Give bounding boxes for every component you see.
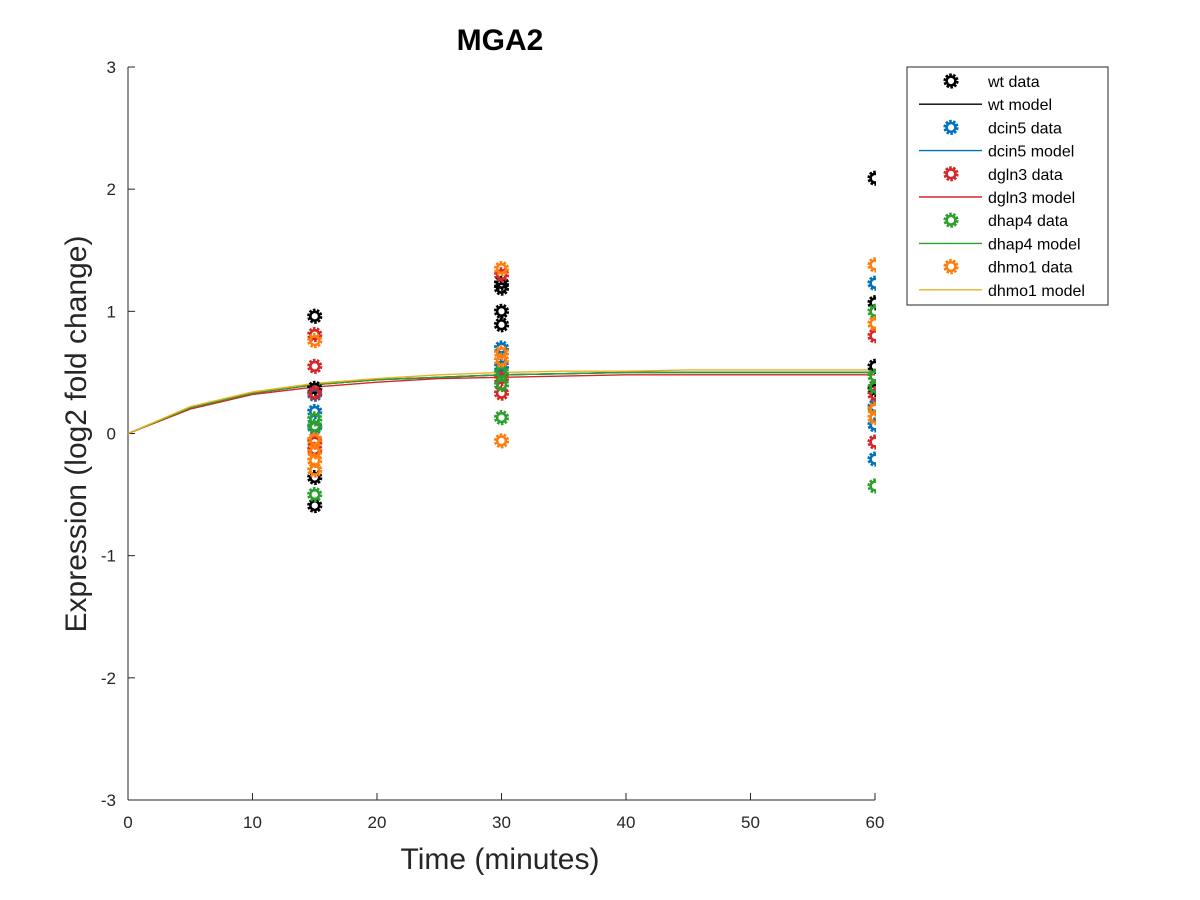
legend-entry: wt data bbox=[943, 73, 1040, 91]
legend-label: dhap4 data bbox=[988, 213, 1068, 230]
x-tick-label: 30 bbox=[492, 813, 511, 832]
data-point bbox=[493, 410, 510, 426]
data-point bbox=[867, 451, 876, 467]
data-point bbox=[867, 478, 876, 494]
data-point bbox=[867, 328, 876, 344]
data-point bbox=[307, 308, 323, 324]
data-point bbox=[307, 385, 323, 401]
x-ticks: 0 10 20 30 40 50 60 bbox=[123, 793, 884, 832]
data-point bbox=[867, 386, 876, 403]
x-axis-label: Time (minutes) bbox=[401, 843, 600, 876]
legend-entry: dhmo1 data bbox=[943, 259, 1073, 277]
legend-label: dgln3 model bbox=[988, 190, 1075, 207]
x-tick-label: 10 bbox=[243, 813, 262, 832]
data-point bbox=[493, 303, 510, 319]
legend-label: dcin5 model bbox=[988, 144, 1074, 161]
legend-label: wt model bbox=[987, 97, 1052, 114]
data-point bbox=[307, 333, 323, 349]
x-tick-label: 60 bbox=[866, 813, 885, 832]
data-point bbox=[867, 434, 876, 450]
x-tick-label: 20 bbox=[368, 813, 387, 832]
data-point bbox=[307, 403, 323, 420]
y-tick-label: 1 bbox=[107, 302, 116, 321]
x-tick-label: 40 bbox=[617, 813, 636, 832]
legend-marker bbox=[943, 212, 959, 228]
data-point bbox=[867, 170, 876, 186]
y-tick-label: -1 bbox=[101, 547, 116, 566]
y-tick-label: -3 bbox=[101, 791, 116, 810]
legend-box bbox=[906, 66, 1109, 306]
legend-entry: dhap4 data bbox=[943, 212, 1068, 230]
data-point bbox=[307, 462, 323, 478]
legend-label: dcin5 data bbox=[988, 120, 1062, 137]
legend-entry: dhmo1 model bbox=[919, 283, 1085, 300]
y-tick-label: 2 bbox=[107, 180, 116, 199]
data-point bbox=[493, 352, 510, 368]
legend-entry: wt model bbox=[919, 97, 1052, 114]
legend-entry: dcin5 model bbox=[919, 144, 1074, 161]
y-axis-label: Expression (log2 fold change) bbox=[60, 236, 93, 633]
legend-label: dhmo1 data bbox=[988, 260, 1073, 277]
x-tick-label: 0 bbox=[123, 813, 132, 832]
y-tick-label: 3 bbox=[107, 58, 116, 77]
data-point bbox=[493, 317, 510, 333]
legend-marker bbox=[943, 119, 959, 136]
y-ticks: -3 -2 -1 0 1 2 3 bbox=[101, 58, 135, 810]
data-point bbox=[867, 410, 876, 426]
data-point bbox=[867, 257, 876, 273]
legend-entry: dhap4 model bbox=[919, 236, 1081, 253]
y-tick-label: -2 bbox=[101, 669, 116, 688]
series-points-dhap4-data bbox=[307, 303, 876, 503]
data-point bbox=[867, 275, 876, 291]
legend-marker bbox=[943, 166, 959, 182]
series-points-dgln3-data bbox=[307, 267, 876, 457]
chart-title: MGA2 bbox=[457, 24, 544, 57]
data-point bbox=[307, 486, 323, 503]
data-point bbox=[867, 303, 876, 319]
data-point bbox=[493, 260, 510, 277]
legend-label: dhap4 model bbox=[988, 236, 1081, 253]
legend: wt data wt model dcin5 data dcin5 model dgln… bbox=[906, 66, 1109, 306]
data-point bbox=[493, 345, 510, 361]
legend-label: dhmo1 model bbox=[988, 283, 1085, 300]
x-tick-label: 50 bbox=[741, 813, 760, 832]
legend-entry: dgln3 model bbox=[919, 190, 1075, 207]
data-point bbox=[493, 377, 510, 393]
plot-area bbox=[127, 170, 876, 514]
data-point bbox=[307, 358, 323, 374]
legend-marker bbox=[943, 259, 959, 275]
series-points-dhmo1-data bbox=[307, 257, 876, 478]
legend-entry: dcin5 data bbox=[943, 119, 1062, 137]
legend-label: wt data bbox=[987, 74, 1040, 91]
data-point bbox=[493, 433, 510, 449]
y-tick-label: 0 bbox=[107, 425, 116, 444]
data-point bbox=[307, 469, 323, 486]
data-point bbox=[307, 411, 323, 427]
legend-marker bbox=[943, 73, 959, 89]
legend-entry: dgln3 data bbox=[943, 166, 1063, 184]
data-point bbox=[867, 379, 876, 395]
data-point bbox=[867, 315, 876, 332]
series-points-wt-data bbox=[307, 170, 876, 514]
data-point bbox=[867, 417, 876, 433]
legend-label: dgln3 data bbox=[988, 167, 1063, 184]
